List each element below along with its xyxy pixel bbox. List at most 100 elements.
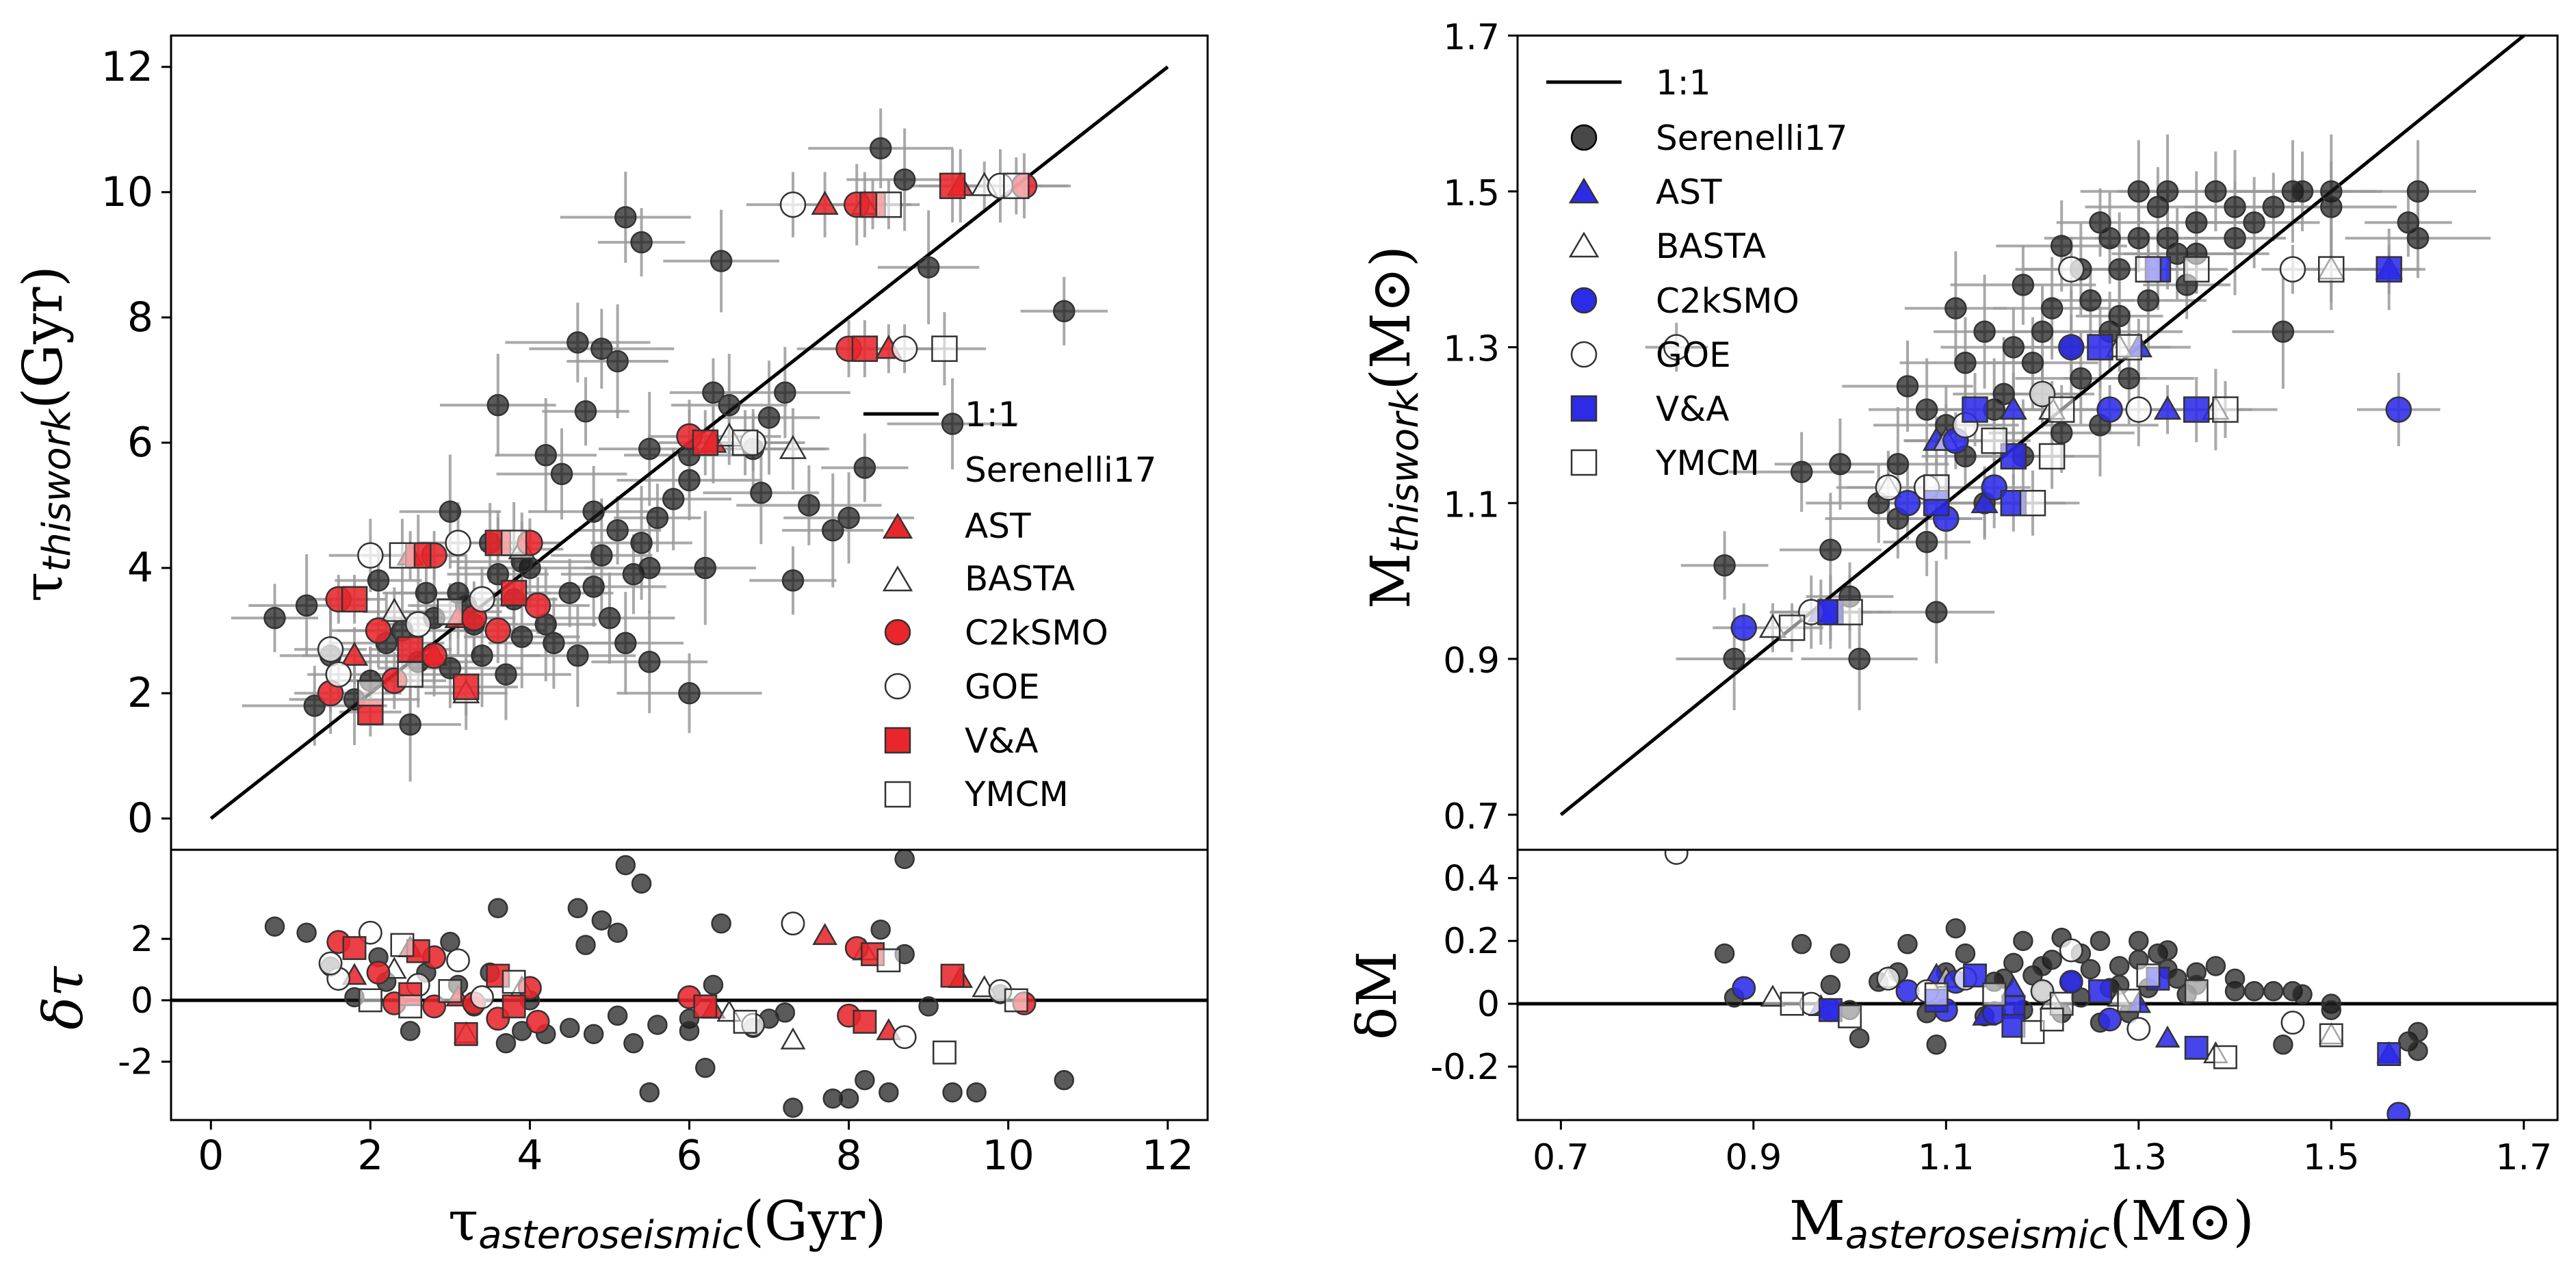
right-point-ymcm bbox=[2019, 490, 2046, 517]
right-y-tick-label: 1.1 bbox=[1443, 484, 1500, 525]
right-residual-y-tick-label: 0.2 bbox=[1443, 921, 1500, 962]
left-residual-point-ymcm bbox=[1004, 988, 1028, 1013]
left-residual-point-vaa bbox=[502, 994, 526, 1019]
left-point-serenelli17 bbox=[263, 607, 286, 629]
left-point-serenelli17 bbox=[606, 519, 629, 542]
left-point-serenelli17 bbox=[853, 456, 876, 479]
right-y-tick-label: 0.9 bbox=[1443, 640, 1500, 681]
left-residual-y-tick-label: 2 bbox=[131, 919, 153, 960]
right-residual-point-goe bbox=[2280, 1011, 2305, 1035]
right-point-ast bbox=[2153, 395, 2182, 420]
left-residual-point-serenelli17 bbox=[711, 913, 731, 934]
left-point-serenelli17 bbox=[471, 644, 493, 667]
right-x-tick-label: 0.9 bbox=[1725, 1137, 1782, 1178]
left-residual-point-vaa bbox=[454, 1022, 478, 1046]
right-residual-point-serenelli17 bbox=[2157, 940, 2178, 961]
right-axis-ticks: 0.7 0.9 1.1 1.3 1.5 1.7 0.7 0.9 1.1 1.3 1.5 1.7 -0.2… bbox=[1431, 17, 2553, 1178]
left-residual-point-serenelli17 bbox=[264, 916, 285, 937]
right-legend-va-marker bbox=[1570, 395, 1598, 422]
right-x-tick-label: 1.1 bbox=[1918, 1137, 1975, 1178]
right-legend-label-ast: AST bbox=[1656, 172, 1722, 212]
left-point-serenelli17 bbox=[614, 632, 637, 655]
right-point-serenelli17 bbox=[2320, 196, 2343, 218]
right-x-label-sub: asteroseismic bbox=[1845, 1213, 2110, 1258]
right-point-serenelli17 bbox=[1973, 320, 1996, 343]
left-point-serenelli17 bbox=[662, 488, 685, 510]
left-point-serenelli17 bbox=[774, 381, 796, 404]
left-residual-point-serenelli17 bbox=[607, 922, 628, 943]
right-y-label-main: M bbox=[1359, 553, 1422, 609]
right-point-serenelli17 bbox=[2204, 180, 2227, 203]
left-y-tick-label: 4 bbox=[127, 544, 153, 592]
right-residual-frame bbox=[1516, 848, 2559, 1121]
right-point-serenelli17 bbox=[1896, 375, 1919, 398]
right-point-ast bbox=[1999, 395, 2027, 420]
left-residual-point-serenelli17 bbox=[575, 935, 596, 955]
right-legend-label-goe: GOE bbox=[1656, 335, 1731, 375]
left-residual-point-serenelli17 bbox=[918, 996, 939, 1017]
right-main-plot-area bbox=[1559, 36, 2525, 816]
left-legend-label-1to1: 1:1 bbox=[965, 395, 1019, 434]
right-residual-point-ast bbox=[2155, 1025, 2181, 1048]
right-point-serenelli17 bbox=[2002, 336, 2025, 359]
left-point-ymcm bbox=[500, 530, 528, 556]
left-point-serenelli17 bbox=[757, 406, 781, 429]
right-residual-point-serenelli17 bbox=[1791, 934, 1812, 954]
left-x-tick-label: 0 bbox=[198, 1132, 224, 1180]
right-point-c2ksmo bbox=[2058, 334, 2085, 361]
right-y-label-unit: (M⊙) bbox=[1359, 246, 1422, 390]
right-residual-point-serenelli17 bbox=[2292, 984, 2313, 1005]
left-legend-label-ast: AST bbox=[965, 506, 1031, 546]
left-legend-label-va: V&A bbox=[965, 721, 1038, 761]
right-residual-point-ymcm bbox=[2117, 989, 2142, 1013]
left-point-goe bbox=[891, 335, 918, 362]
left-point-serenelli17 bbox=[630, 231, 653, 254]
left-legend-label-c2ksmo: C2kSMO bbox=[965, 613, 1108, 653]
left-point-vaa bbox=[851, 335, 879, 362]
right-residual-point-vaa bbox=[2184, 1035, 2209, 1060]
right-point-serenelli17 bbox=[2137, 289, 2160, 312]
right-legend-label-ymcm: YMCM bbox=[1655, 443, 1760, 483]
right-point-ymcm bbox=[1923, 474, 1950, 501]
left-point-ymcm bbox=[389, 542, 416, 569]
left-point-serenelli17 bbox=[822, 519, 844, 542]
right-point-serenelli17 bbox=[2098, 226, 2121, 250]
left-x-tick-label: 10 bbox=[982, 1132, 1034, 1180]
left-point-vaa bbox=[500, 580, 528, 606]
left-legend-ymcm-marker bbox=[884, 781, 911, 808]
left-point-serenelli17 bbox=[558, 582, 581, 604]
right-point-serenelli17 bbox=[2243, 211, 2265, 234]
left-residual-point-ymcm bbox=[398, 994, 423, 1019]
left-point-serenelli17 bbox=[750, 481, 772, 504]
left-point-goe bbox=[445, 530, 471, 556]
left-point-serenelli17 bbox=[590, 544, 613, 567]
right-point-vaa bbox=[1962, 396, 1988, 423]
right-residual-point-serenelli17 bbox=[2321, 1000, 2342, 1020]
right-y-tick-label: 1.7 bbox=[1443, 17, 1500, 58]
right-point-ymcm bbox=[2135, 256, 2162, 283]
right-legend-label-1to1: 1:1 bbox=[1656, 63, 1710, 103]
right-point-serenelli17 bbox=[1790, 460, 1813, 483]
right-point-serenelli17 bbox=[2127, 226, 2150, 250]
left-x-label-unit: (Gyr) bbox=[743, 1189, 887, 1253]
left-point-goe bbox=[405, 611, 432, 638]
right-residual-y-tick-label: -0.2 bbox=[1431, 1047, 1500, 1088]
right-residual-point-serenelli17 bbox=[1945, 918, 1966, 939]
right-x-tick-label: 0.7 bbox=[1533, 1137, 1589, 1178]
left-y-axis-label: τthiswork(Gyr) bbox=[11, 265, 79, 602]
left-y-label-unit: (Gyr) bbox=[11, 265, 75, 409]
right-point-serenelli17 bbox=[2406, 226, 2430, 250]
right-point-ymcm bbox=[2318, 256, 2345, 283]
right-residual-point-ymcm bbox=[2040, 1007, 2064, 1032]
right-point-serenelli17 bbox=[2127, 180, 2150, 203]
right-y-axis-label: Mthiswork(M⊙) bbox=[1359, 246, 1427, 609]
right-residual-point-ymcm bbox=[2136, 963, 2161, 988]
right-residual-point-serenelli17 bbox=[2032, 956, 2053, 976]
right-x-tick-label: 1.3 bbox=[2110, 1137, 2167, 1178]
left-point-c2ksmo bbox=[524, 592, 551, 619]
left-legend-basta-marker bbox=[882, 565, 913, 592]
right-point-serenelli17 bbox=[2040, 297, 2064, 320]
right-point-ymcm bbox=[2038, 443, 2066, 470]
right-residual-point-serenelli17 bbox=[2013, 931, 2033, 951]
left-residual-point-ast bbox=[812, 922, 837, 946]
